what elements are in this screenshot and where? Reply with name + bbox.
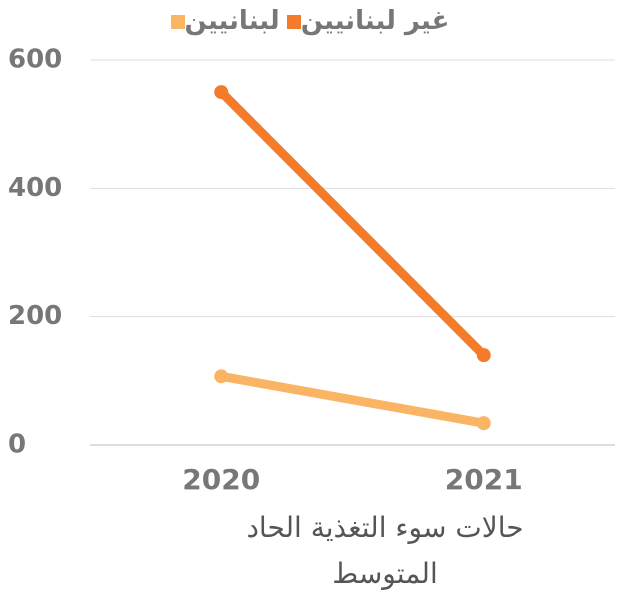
legend-swatch	[286, 14, 301, 29]
data-point	[476, 348, 491, 363]
legend-label: غير لبنانيين	[300, 6, 450, 36]
y-tick-label: 0	[8, 430, 26, 460]
data-point	[214, 85, 229, 100]
x-tick-label: 2020	[182, 463, 260, 496]
y-tick-label: 200	[8, 301, 62, 331]
legend-item: لبنانيين	[168, 6, 280, 36]
legend-label: لبنانيين	[184, 6, 280, 36]
series-line	[216, 371, 489, 428]
legend-item: غير لبنانيين	[284, 6, 450, 36]
y-tick-label: 600	[8, 45, 62, 75]
series-line	[216, 87, 489, 360]
legend: غير لبنانيين لبنانيين	[0, 6, 617, 36]
x-tick-label: 2021	[445, 463, 523, 496]
data-point	[214, 369, 229, 384]
legend-swatch	[170, 14, 185, 29]
y-tick-label: 400	[8, 173, 62, 203]
data-point	[476, 416, 491, 431]
x-axis-title: حالات سوء التغذية الحاد المتوسط	[246, 511, 524, 590]
